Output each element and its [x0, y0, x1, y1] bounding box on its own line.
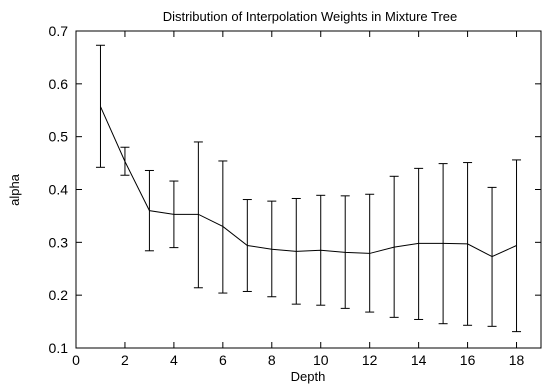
series-line [100, 106, 517, 258]
y-tick-label: 0.7 [49, 23, 69, 39]
y-tick-label: 0.6 [49, 76, 69, 92]
y-tick-label: 0.5 [49, 129, 69, 145]
y-tick-label: 0.3 [49, 234, 69, 250]
x-tick-label: 0 [72, 352, 80, 368]
chart-title: Distribution of Interpolation Weights in… [163, 9, 458, 24]
x-tick-label: 8 [268, 352, 276, 368]
y-axis-label: alpha [7, 173, 22, 206]
y-tick-label: 0.4 [49, 182, 69, 198]
error-bars [95, 44, 522, 333]
x-tick-label: 18 [509, 352, 525, 368]
y-tick-label: 0.2 [49, 287, 69, 303]
axis-ticks: 0 2 4 6 8 10 12 14 16 18 0.1 0.2 0.3 0.4 0.5 0.6 0.7 [49, 23, 541, 368]
x-tick-label: 6 [219, 352, 227, 368]
x-tick-label: 12 [362, 352, 378, 368]
y-tick-label: 0.1 [49, 340, 69, 356]
x-tick-label: 2 [121, 352, 129, 368]
x-tick-label: 10 [313, 352, 329, 368]
x-tick-label: 4 [170, 352, 178, 368]
x-axis-label: Depth [291, 369, 326, 384]
x-tick-label: 16 [460, 352, 476, 368]
x-tick-label: 14 [411, 352, 427, 368]
plot-frame [75, 30, 542, 349]
